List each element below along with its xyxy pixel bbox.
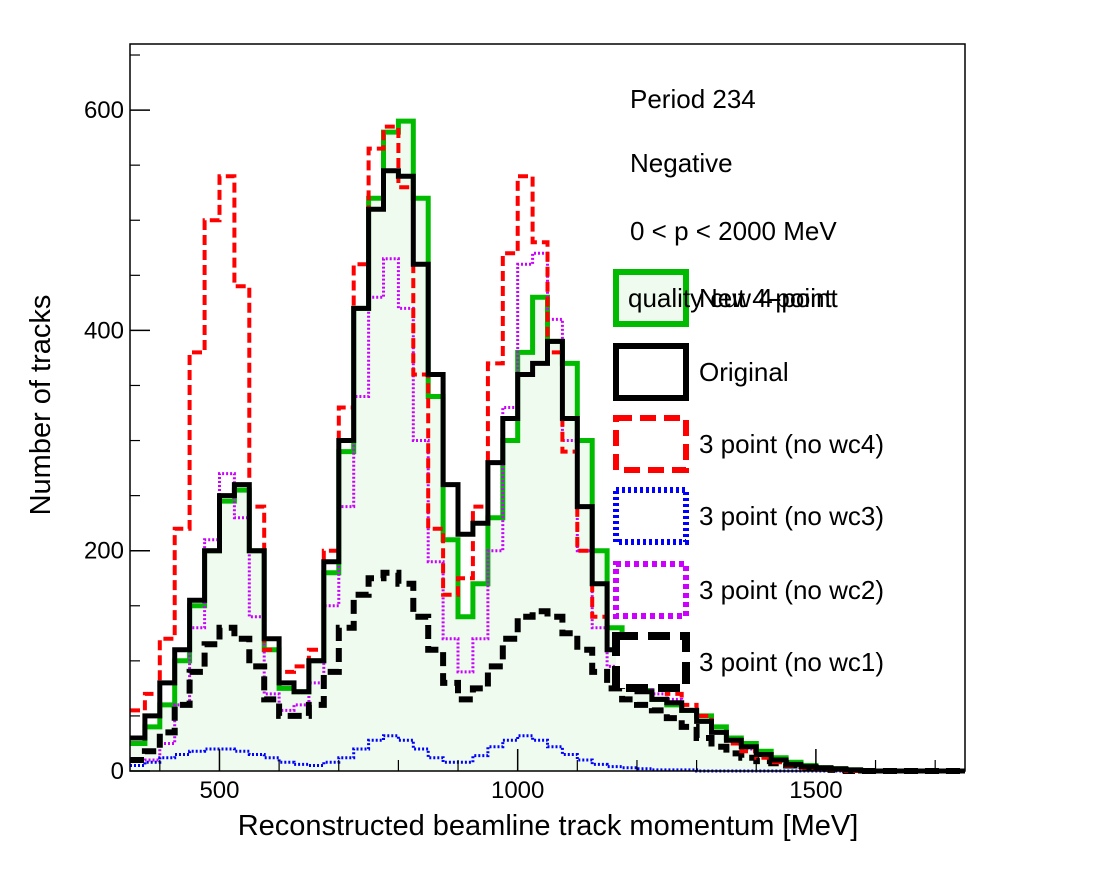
legend-swatch-no-wc4 [613,415,689,473]
legend-label-no-wc2: 3 point (no wc2) [699,575,884,605]
axis-layer: 0 200 400 600 500 1000 1500 [84,54,936,804]
x-tick-label-1500: 1500 [789,777,842,804]
legend-entry-no-wc2: 3 point (no wc2) [613,561,884,619]
plot-frame [129,43,966,772]
x-axis-title: Reconstructed beamline track momentum [M… [238,810,859,842]
legend-entry-new-4-point: quality cut 4-point New 4-point [613,269,839,327]
series-line-3-point-no-wc3 [130,734,965,773]
series-layer [130,118,965,774]
legend-swatch-no-wc1 [612,632,690,692]
x-tick-label-500: 500 [199,777,239,804]
legend-swatch-no-wc2 [613,561,689,619]
legend-label-quality-cut: quality cut 4-point [628,283,833,313]
y-tick-label-0: 0 [111,758,124,785]
y-tick-label-200: 200 [84,538,124,565]
series-fill-new-4-point [130,121,965,772]
series-line-original [130,168,965,774]
legend-entry-no-wc3: 3 point (no wc3) [613,487,884,545]
x-tick-label-1000: 1000 [491,777,544,804]
annotation-period: Period 234 [630,84,756,114]
legend-label-new-4-point: New 4-point [699,283,839,313]
legend-entry-no-wc1: 3 point (no wc1) [612,632,884,692]
legend-swatch-new-4-point [613,269,689,327]
legend-entry-no-wc4: 3 point (no wc4) [613,415,884,473]
legend-swatch-original [613,343,689,401]
legend-label-no-wc3: 3 point (no wc3) [699,501,884,531]
annotation-charge: Negative [630,148,733,178]
legend-swatch-no-wc3 [613,487,689,545]
y-axis-title: Number of tracks [25,295,57,516]
legend: quality cut 4-point New 4-point Original… [612,269,884,692]
y-tick-label-600: 600 [84,97,124,124]
legend-label-no-wc4: 3 point (no wc4) [699,429,884,459]
legend-label-original: Original [699,357,789,387]
legend-entry-original: Original [613,343,789,401]
y-tick-label-400: 400 [84,317,124,344]
legend-label-no-wc1: 3 point (no wc1) [699,647,884,677]
annotation-momentum-range: 0 < p < 2000 MeV [630,216,837,246]
